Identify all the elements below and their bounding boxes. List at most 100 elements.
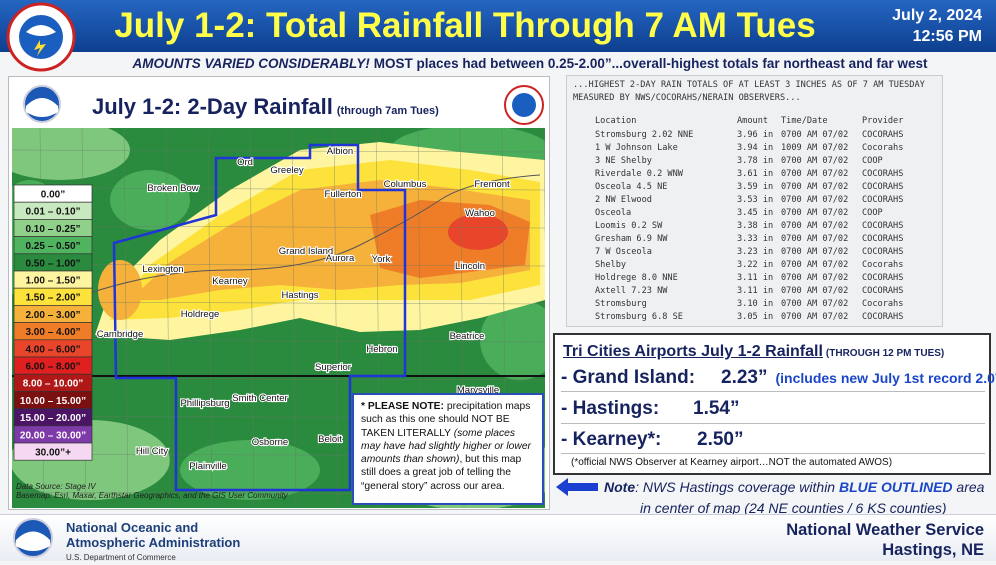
legend-label: 0.10 – 0.25” (25, 224, 80, 235)
map-title-note: (through 7am Tues) (336, 105, 439, 117)
city-label: Beloit (318, 434, 342, 445)
rain-area (110, 170, 190, 230)
tri-title: Tri Cities Airports July 1-2 Rainfall (TH… (563, 343, 944, 361)
legend-label: 1.00 – 1.50” (25, 276, 80, 287)
city-label: York (372, 254, 391, 265)
table-cell: 3.22 in (737, 260, 774, 270)
county-line (12, 149, 545, 153)
city-label: Holdrege (181, 309, 220, 320)
rain-area (12, 128, 130, 180)
table-cell: Shelby (595, 260, 627, 270)
tri-row: - Hastings: 1.54” (561, 398, 739, 420)
legend-label: 1.50 – 2.00” (25, 293, 80, 304)
office-name: Hastings, NE (882, 541, 984, 559)
noaa-logo (13, 518, 53, 558)
table-cell: Osceola 4.5 NE (595, 182, 668, 192)
county-line (12, 377, 545, 381)
county-line (12, 225, 545, 229)
table-cell: 3 NE Shelby (595, 156, 652, 166)
table-cell: COCORAHS (862, 312, 904, 322)
city-label: Hill City (136, 446, 168, 457)
column-header: Time/Date (781, 116, 828, 126)
legend-label: 0.50 – 1.00” (25, 258, 80, 269)
table-cell: 3.05 in (737, 312, 774, 322)
table-cell: 1009 AM 07/02 (781, 143, 849, 153)
coverage-outline (112, 143, 407, 492)
county-line (333, 128, 339, 508)
legend-label: 0.25 – 0.50” (25, 241, 80, 252)
county-line (291, 128, 297, 508)
table-cell: COCORAHS (862, 247, 904, 257)
table-cell: 3.11 in (737, 286, 774, 296)
city-label: Phillipsburg (180, 398, 229, 409)
column-header: Amount (737, 116, 769, 126)
table-cell: 0700 AM 07/02 (781, 286, 849, 296)
legend-label: 8.00 – 10.00” (23, 379, 84, 390)
logo-bird (26, 98, 58, 117)
table-cell: Loomis 0.2 SW (595, 221, 663, 231)
logo-bird (16, 531, 50, 551)
tri-label: - Hastings: (561, 398, 660, 419)
county-line (123, 128, 129, 508)
rain-table: ...HIGHEST 2-DAY RAIN TOTALS OF AT LEAST… (566, 75, 943, 327)
separator (561, 391, 985, 392)
table-cell: 0700 AM 07/02 (781, 208, 849, 218)
table-cell: 0700 AM 07/02 (781, 273, 849, 283)
source-line: Data Source: Stage IV (16, 482, 96, 491)
nws-name: National Weather Service (786, 521, 984, 539)
table-cell: 3.61 in (737, 169, 774, 179)
tri-value-text: 2.23” (721, 367, 768, 388)
tri-label: - Kearney*: (561, 429, 662, 450)
datetime: July 2, 2024 12:56 PM (892, 5, 982, 47)
rain-area (448, 214, 508, 250)
logo-center (19, 15, 63, 59)
separator (561, 453, 985, 454)
table-cell: Stromsburg (595, 299, 647, 309)
city-label: Osborne (252, 437, 288, 448)
tri-footnote: (*official NWS Observer at Kearney airpo… (571, 457, 893, 468)
legend-label: 30.00”+ (35, 448, 71, 459)
city-label: Greeley (270, 165, 304, 176)
office: National Weather Service Hastings, NE (786, 520, 984, 560)
city-label: Kearney (212, 276, 248, 287)
table-cell: 0700 AM 07/02 (781, 312, 849, 322)
city-label: Beatrice (450, 331, 485, 342)
note-italic: (some places may have had slightly highe… (361, 427, 531, 466)
org-line: National Oceanic and (66, 520, 199, 535)
table-cell: COCORAHS (862, 286, 904, 296)
legend-label: 15.00 – 20.00” (20, 413, 86, 424)
table-cell: 3.45 in (737, 208, 774, 218)
city-label: Grand Island (279, 246, 333, 257)
county-line (12, 263, 545, 267)
table-cell: 3.78 in (737, 156, 774, 166)
source-line: Basemap: Esri, Maxar, Earthstar Geograph… (16, 491, 288, 500)
city-label: Lexington (142, 264, 183, 275)
table-cell: Stromsburg 6.8 SE (595, 312, 683, 322)
table-intro: MEASURED BY NWS/COCORAHS/NERAIN OBSERVER… (573, 93, 801, 103)
coverage-text: area (952, 479, 985, 495)
table-cell: 3.10 in (737, 299, 774, 309)
table-cell: COOP (862, 208, 883, 218)
county-line (12, 301, 545, 305)
org-line: Atmospheric Administration (66, 535, 241, 550)
table-cell: 7 W Osceola (595, 247, 652, 257)
table-cell: 3.11 in (737, 273, 774, 283)
city-label: Wahoo (465, 208, 495, 219)
table-cell: COCORAHS (862, 182, 904, 192)
tri-value: 2.50” (697, 429, 744, 450)
table-cell: 0700 AM 07/02 (781, 221, 849, 231)
table-cell: 3.23 in (737, 247, 774, 257)
table-cell: COOP (862, 156, 883, 166)
city-label: Hastings (282, 290, 319, 301)
arrow (556, 478, 598, 496)
city-label: Aurora (326, 253, 355, 264)
city-label: Superior (315, 362, 351, 373)
note-text: precipitation maps such as this one shou… (361, 401, 531, 439)
legend-label: 10.00 – 15.00” (20, 396, 86, 407)
subtitle: AMOUNTS VARIED CONSIDERABLY! MOST places … (80, 56, 980, 71)
city-label: Columbus (384, 179, 427, 190)
noaa-logo (23, 85, 61, 123)
table-cell: Stromsburg 2.02 NNE (595, 130, 694, 140)
legend-label: 6.00 – 8.00” (25, 362, 80, 373)
